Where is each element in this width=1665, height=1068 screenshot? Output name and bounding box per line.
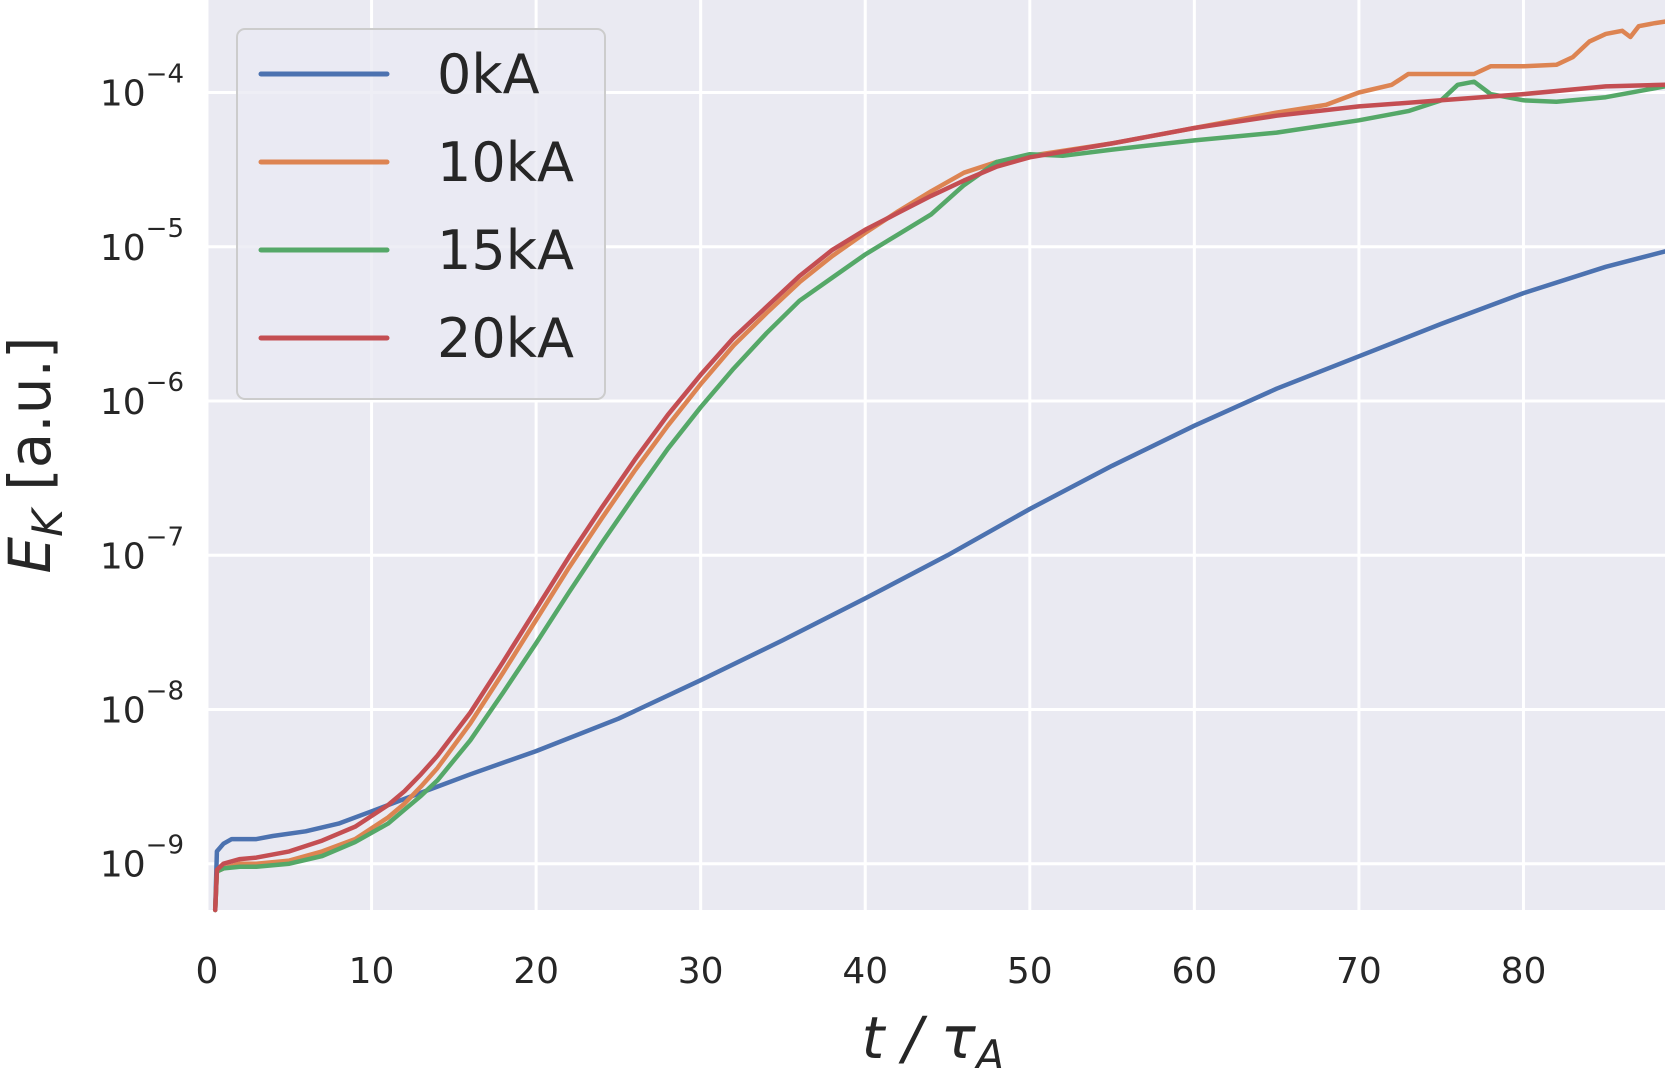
series-line-20ka — [212, 82, 1665, 913]
x-tick-label: 60 — [1171, 951, 1217, 992]
y-tick-label: 10−8 — [100, 676, 184, 731]
y-tick-labels: 10−9 10−8 10−7 10−6 10−5 10−4 — [100, 60, 184, 886]
x-tick-label: 50 — [1007, 951, 1053, 992]
x-tick-label: 80 — [1501, 951, 1547, 992]
x-tick-labels: 0 10 20 30 40 50 60 70 80 — [196, 951, 1547, 992]
x-tick-label: 40 — [842, 951, 888, 992]
legend-frame — [236, 28, 606, 400]
x-tick-label: 70 — [1336, 951, 1382, 992]
x-tick-label: 20 — [513, 951, 559, 992]
legend-label-0ka: 0kA — [437, 43, 540, 106]
series-lines — [212, 19, 1665, 913]
legend-label-10ka: 10kA — [437, 131, 574, 194]
legend: 0kA 10kA 15kA 20kA — [236, 28, 606, 400]
y-tick-label: 10−6 — [100, 368, 184, 423]
y-axis-title: EK [a.u.] — [0, 336, 72, 573]
x-tick-label: 30 — [678, 951, 724, 992]
legend-label-20ka: 20kA — [437, 307, 574, 370]
series-line-0ka — [212, 249, 1665, 913]
x-tick-label: 10 — [349, 951, 395, 992]
x-tick-label: 0 — [196, 951, 219, 992]
legend-label-15ka: 15kA — [437, 219, 574, 282]
y-tick-label: 10−4 — [100, 60, 184, 115]
x-axis-title: t / τA — [862, 1004, 1005, 1068]
y-tick-label: 10−9 — [100, 831, 184, 886]
y-tick-label: 10−5 — [100, 214, 184, 269]
y-tick-label: 10−7 — [100, 522, 184, 577]
